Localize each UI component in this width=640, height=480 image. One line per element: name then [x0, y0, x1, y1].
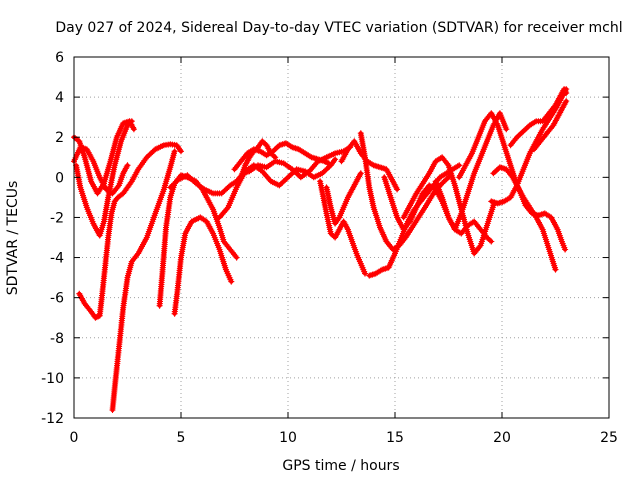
- series-point-markers: [171, 214, 235, 317]
- y-tick-label: -8: [50, 331, 64, 347]
- y-tick-label: 4: [55, 90, 64, 106]
- series-sat-f: [156, 172, 240, 309]
- series-sat-j: [231, 140, 332, 173]
- y-tick-label: -10: [41, 371, 64, 387]
- x-tick-label: 0: [70, 430, 79, 446]
- y-tick-label: -12: [41, 411, 64, 427]
- x-axis-label: GPS time / hours: [282, 458, 399, 474]
- series-point-markers: [531, 98, 570, 153]
- series-sat-r: [400, 154, 497, 257]
- series-point-markers: [237, 138, 279, 181]
- series-point-markers: [323, 170, 364, 227]
- series-point-markers: [317, 178, 368, 277]
- series-point-markers: [432, 110, 510, 233]
- series-point-markers: [490, 164, 569, 253]
- grid-lines: [74, 57, 609, 418]
- x-tick-label: 15: [386, 430, 404, 446]
- series-sat-n: [338, 138, 401, 193]
- series-line: [110, 149, 177, 413]
- series-sat-v: [490, 164, 569, 253]
- series-point-markers: [109, 148, 178, 413]
- y-tick-label: 6: [55, 50, 64, 66]
- y-tick-label: 2: [55, 130, 64, 146]
- series-sat-l: [317, 178, 368, 277]
- x-tick-label: 10: [279, 430, 297, 446]
- series-sat-g: [171, 214, 235, 317]
- y-tick-label: -4: [50, 251, 64, 267]
- series-point-markers: [216, 156, 339, 221]
- series-sat-d: [109, 148, 178, 413]
- series-sat-i: [216, 156, 339, 221]
- series-point-markers: [156, 172, 240, 309]
- data-series: [71, 86, 570, 413]
- series-sat-k: [237, 138, 279, 181]
- series-sat-u: [488, 86, 570, 207]
- series-sat-b: [73, 118, 135, 239]
- series-point-markers: [507, 86, 570, 149]
- chart-title: Day 027 of 2024, Sidereal Day-to-day VTE…: [55, 20, 622, 36]
- series-point-markers: [73, 118, 135, 239]
- y-tick-label: 0: [55, 170, 64, 186]
- series-sat-e: [71, 144, 131, 197]
- series-sat-c: [76, 141, 184, 321]
- y-tick-label: -6: [50, 291, 64, 307]
- x-tick-label: 25: [600, 430, 618, 446]
- series-point-markers: [400, 154, 497, 257]
- axes: 0 5 10 15 20 25 -12 -10 -8 -6 -4 -2 0 2 4 6: [41, 50, 618, 446]
- series-sat-m: [323, 170, 364, 227]
- plot-frame: [73, 56, 610, 419]
- series-sat-x: [531, 98, 570, 153]
- y-axis-label: SDTVAR / TECUs: [5, 181, 21, 296]
- series-point-markers: [76, 141, 184, 321]
- x-tick-label: 20: [493, 430, 511, 446]
- series-sat-w: [507, 86, 570, 149]
- x-tick-label: 5: [177, 430, 186, 446]
- y-tick-label: -2: [50, 210, 64, 226]
